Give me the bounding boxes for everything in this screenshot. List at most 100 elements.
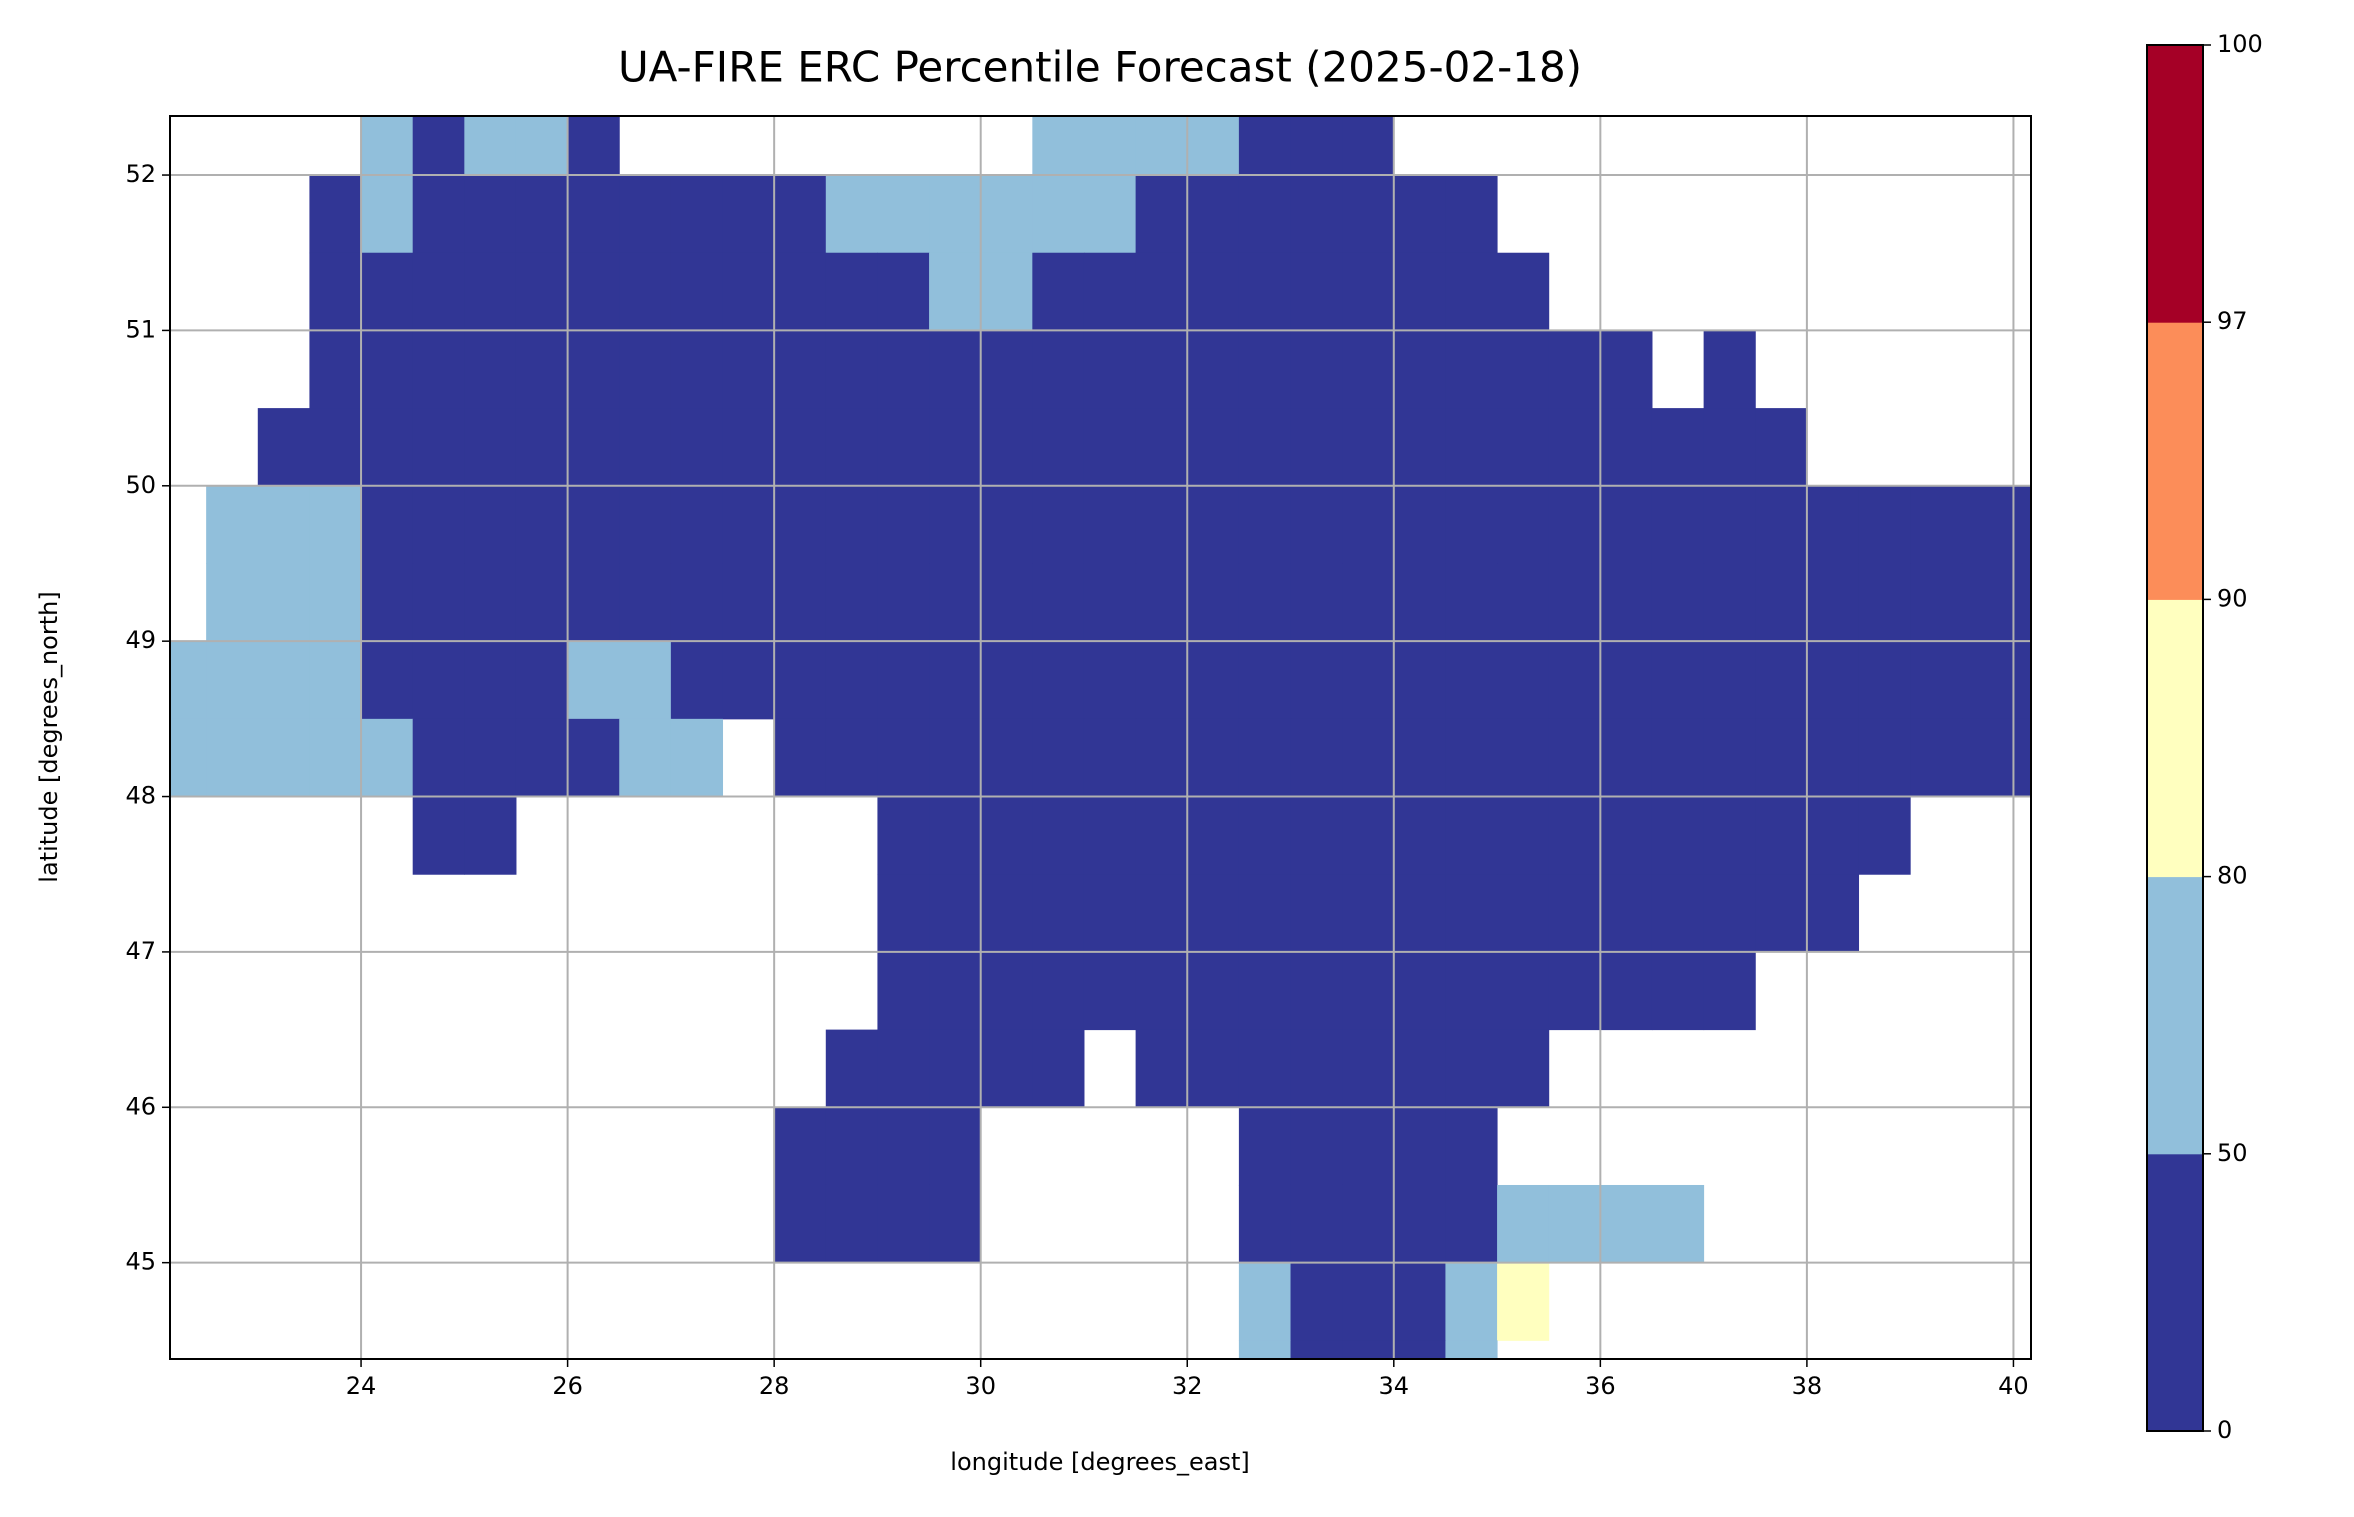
raster-cell bbox=[1600, 485, 1653, 564]
raster-cell bbox=[1187, 330, 1240, 409]
raster-cell bbox=[1342, 330, 1395, 409]
raster-cell bbox=[1445, 1029, 1498, 1108]
raster-cell bbox=[1806, 796, 1860, 875]
raster-cell bbox=[1755, 408, 1808, 487]
raster-cell bbox=[1497, 874, 1550, 953]
raster-cell bbox=[1910, 718, 1963, 798]
raster-cell bbox=[567, 175, 620, 254]
raster-cell bbox=[670, 485, 724, 564]
raster-cell bbox=[1238, 1029, 1292, 1108]
y-tick-label: 49 bbox=[125, 626, 156, 654]
raster-cell bbox=[1342, 1340, 1395, 1359]
raster-cell bbox=[2013, 485, 2031, 564]
raster-cell bbox=[1187, 641, 1240, 720]
raster-cell bbox=[929, 330, 982, 409]
raster-cell bbox=[1703, 330, 1756, 409]
raster-cell bbox=[670, 641, 724, 720]
raster-cell bbox=[1238, 175, 1292, 254]
raster-cell bbox=[1290, 252, 1343, 331]
raster-cell bbox=[1135, 485, 1188, 564]
raster-cell bbox=[980, 718, 1033, 798]
raster-cell bbox=[1135, 641, 1188, 720]
raster-cell bbox=[1290, 796, 1343, 875]
raster-cell bbox=[1445, 563, 1498, 642]
raster-cell bbox=[1135, 1029, 1188, 1108]
raster-cell bbox=[1238, 718, 1292, 798]
raster-cell bbox=[825, 641, 878, 720]
colorbar-tick-label: 90 bbox=[2217, 584, 2248, 612]
raster-cell bbox=[1651, 951, 1705, 1031]
raster-cell bbox=[1083, 718, 1137, 798]
raster-cell bbox=[1342, 1029, 1395, 1108]
raster-cell bbox=[1083, 641, 1137, 720]
raster-cell bbox=[464, 252, 517, 331]
raster-cell bbox=[825, 408, 878, 487]
raster-cell bbox=[1135, 175, 1188, 254]
raster-cell bbox=[1548, 563, 1601, 642]
raster-cell bbox=[670, 330, 724, 409]
raster-cell bbox=[825, 1184, 878, 1264]
raster-cell bbox=[1497, 796, 1550, 875]
raster-cell bbox=[464, 116, 517, 176]
raster-cell bbox=[515, 718, 569, 798]
raster-cell bbox=[1238, 874, 1292, 953]
colorbar-tick-label: 100 bbox=[2217, 30, 2263, 58]
chart-title: UA-FIRE ERC Percentile Forecast (2025-02… bbox=[618, 43, 1582, 92]
raster-cell bbox=[1290, 330, 1343, 409]
raster-cell bbox=[1393, 641, 1446, 720]
raster-cell bbox=[1393, 1107, 1446, 1186]
raster-cell bbox=[980, 874, 1033, 953]
raster-cell bbox=[774, 408, 827, 487]
raster-cell bbox=[825, 485, 878, 564]
raster-cell bbox=[206, 718, 259, 798]
raster-cell bbox=[412, 175, 465, 254]
raster-cell bbox=[1290, 175, 1343, 254]
raster-cell bbox=[309, 175, 362, 254]
raster-cell bbox=[1032, 796, 1085, 875]
raster-cell bbox=[1445, 1107, 1498, 1186]
raster-cell bbox=[1187, 718, 1240, 798]
colorbar-frame bbox=[2146, 44, 2204, 1432]
raster-cell bbox=[1651, 796, 1705, 875]
raster-cell bbox=[309, 641, 362, 720]
raster-cell bbox=[929, 408, 982, 487]
raster-cell bbox=[1755, 796, 1808, 875]
y-axis-label: latitude [degrees_north] bbox=[35, 591, 63, 882]
raster-cell bbox=[1651, 563, 1705, 642]
ticks: 24 26 28 30 32 34 36 38 40 45 46 47 48 49 50 51 52 bbox=[125, 160, 2028, 1400]
raster-cell bbox=[1703, 485, 1756, 564]
raster-cell bbox=[515, 563, 569, 642]
raster-cell bbox=[1755, 718, 1808, 798]
x-tick-label: 32 bbox=[1172, 1372, 1203, 1400]
raster-cell bbox=[567, 718, 620, 798]
raster-cell bbox=[1135, 796, 1188, 875]
raster-cell bbox=[774, 563, 827, 642]
raster-cell bbox=[1032, 718, 1085, 798]
grid bbox=[170, 116, 2031, 1359]
raster-cell bbox=[670, 175, 724, 254]
raster-cell bbox=[412, 718, 465, 798]
raster-cell bbox=[1342, 408, 1395, 487]
raster-cell bbox=[1187, 408, 1240, 487]
raster-cell bbox=[774, 252, 827, 331]
raster-cell bbox=[1445, 641, 1498, 720]
raster-cell bbox=[412, 408, 465, 487]
y-tick-label: 52 bbox=[125, 160, 156, 188]
raster-cell bbox=[567, 330, 620, 409]
raster-cell bbox=[1238, 641, 1292, 720]
y-tick-label: 51 bbox=[125, 315, 156, 343]
raster-cell bbox=[567, 408, 620, 487]
raster-cell bbox=[929, 485, 982, 564]
raster-cell bbox=[1600, 951, 1653, 1031]
raster-cell bbox=[464, 175, 517, 254]
raster-cell bbox=[980, 330, 1033, 409]
raster-cell bbox=[877, 1184, 930, 1264]
raster-cell bbox=[722, 641, 775, 720]
raster-cell bbox=[1651, 485, 1705, 564]
raster-cell bbox=[361, 116, 414, 176]
raster-cell bbox=[1393, 1184, 1446, 1264]
raster-cell bbox=[1290, 485, 1343, 564]
raster-cell bbox=[1290, 641, 1343, 720]
raster-cell bbox=[1755, 485, 1808, 564]
raster-cell bbox=[1342, 641, 1395, 720]
